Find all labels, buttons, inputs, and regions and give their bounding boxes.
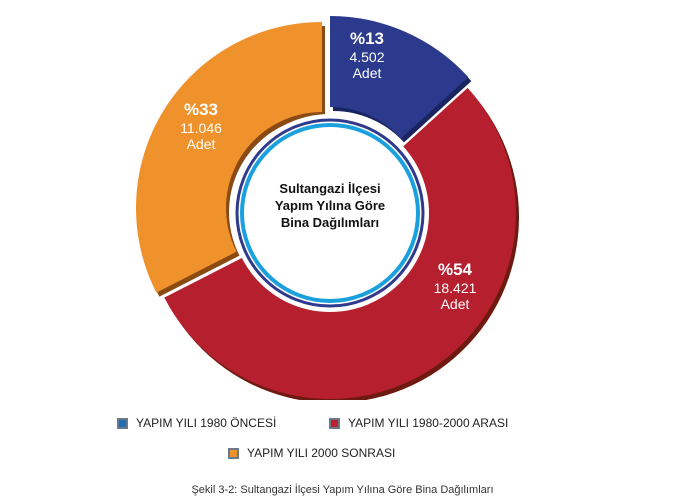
- legend-item-2000-sonrasi: YAPIM YILI 2000 SONRASI: [228, 446, 395, 460]
- donut-chart: Sultangazi İlçesi Yapım Yılına Göre Bina D…: [136, 16, 519, 400]
- legend-label-1980-oncesi: YAPIM YILI 1980 ÖNCESİ: [136, 416, 277, 430]
- slice-1980-oncesi: [330, 16, 469, 139]
- chart-title-line-2: Yapım Yılına Göre: [275, 198, 385, 213]
- slice-value-1980-oncesi: 4.502: [349, 49, 384, 65]
- chart-title-line-3: Bina Dağılımları: [281, 215, 379, 230]
- legend-swatch-2000-sonrasi: [228, 447, 239, 459]
- donut-hole: [231, 114, 429, 312]
- legend-swatch-1980-oncesi: [117, 417, 128, 429]
- chart-title-line-1: Sultangazi İlçesi: [279, 181, 380, 196]
- slice-value-1980-2000: 18.421: [434, 280, 477, 296]
- inner-ring-outer: [235, 118, 425, 308]
- slice-percent-1980-2000: %54: [438, 260, 473, 279]
- legend-swatch-1980-2000: [329, 417, 340, 429]
- figure-caption: Şekil 3-2: Sultangazi İlçesi Yapım Yılın…: [191, 484, 494, 496]
- legend-label-2000-sonrasi: YAPIM YILI 2000 SONRASI: [247, 446, 396, 460]
- slice-2000-sonrasi: [136, 22, 322, 293]
- slice-percent-1980-oncesi: %13: [350, 29, 384, 48]
- slice-unit-1980-oncesi: Adet: [353, 65, 382, 81]
- inner-ring-inner: [240, 123, 420, 303]
- slice-unit-2000-sonrasi: Adet: [187, 136, 216, 152]
- slice-percent-2000-sonrasi: %33: [184, 100, 218, 119]
- legend-item-1980-2000: YAPIM YILI 1980-2000 ARASI: [329, 416, 508, 430]
- slice-1980-2000: [164, 87, 516, 400]
- slice-value-2000-sonrasi: 11.046: [180, 120, 222, 136]
- legend-label-1980-2000: YAPIM YILI 1980-2000 ARASI: [348, 416, 509, 430]
- legend-item-1980-oncesi: YAPIM YILI 1980 ÖNCESİ: [117, 416, 276, 430]
- slice-unit-1980-2000: Adet: [441, 296, 470, 312]
